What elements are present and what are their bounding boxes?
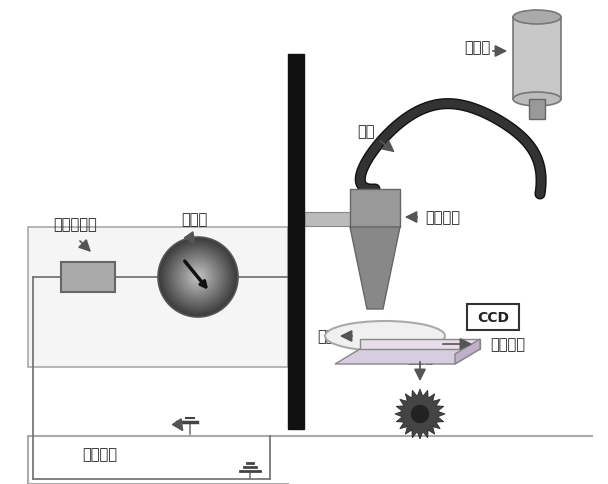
Bar <box>28 227 288 367</box>
Text: 环形电极: 环形电极 <box>317 329 352 344</box>
Bar <box>529 100 545 120</box>
Polygon shape <box>335 349 480 364</box>
Circle shape <box>176 256 220 300</box>
Text: 注射泵: 注射泵 <box>464 41 490 55</box>
Polygon shape <box>350 227 400 309</box>
Circle shape <box>162 242 234 313</box>
Ellipse shape <box>513 11 561 25</box>
Text: 电压表: 电压表 <box>181 212 207 227</box>
Bar <box>61 262 115 292</box>
Text: CCD: CCD <box>477 310 509 324</box>
Circle shape <box>168 247 228 307</box>
Text: 高压电源: 高压电源 <box>83 447 117 462</box>
Circle shape <box>190 270 206 286</box>
Text: 导电玻璃: 导电玻璃 <box>490 337 525 352</box>
Bar <box>304 212 365 227</box>
Circle shape <box>164 243 232 311</box>
Polygon shape <box>455 339 480 364</box>
Circle shape <box>160 240 236 316</box>
Circle shape <box>166 245 230 309</box>
Circle shape <box>188 268 208 287</box>
Circle shape <box>158 238 238 318</box>
Ellipse shape <box>325 321 445 351</box>
Text: 导管: 导管 <box>358 124 375 139</box>
Circle shape <box>192 272 204 284</box>
Polygon shape <box>360 339 480 349</box>
Bar <box>350 190 400 227</box>
Circle shape <box>196 275 200 279</box>
Circle shape <box>184 263 212 291</box>
Bar <box>288 55 304 429</box>
Text: 雾化喷嘴: 雾化喷嘴 <box>425 210 460 225</box>
Circle shape <box>182 261 214 293</box>
Circle shape <box>170 249 226 305</box>
Bar <box>513 18 561 100</box>
Bar <box>467 304 519 330</box>
Circle shape <box>186 265 210 289</box>
Circle shape <box>174 254 222 302</box>
Circle shape <box>410 404 430 424</box>
Ellipse shape <box>513 93 561 107</box>
Circle shape <box>180 259 216 295</box>
Circle shape <box>194 273 202 281</box>
Circle shape <box>172 252 224 303</box>
Circle shape <box>178 257 218 297</box>
Text: 电压调节器: 电压调节器 <box>53 216 97 231</box>
Text: 加热器: 加热器 <box>407 349 433 364</box>
Polygon shape <box>395 389 445 439</box>
